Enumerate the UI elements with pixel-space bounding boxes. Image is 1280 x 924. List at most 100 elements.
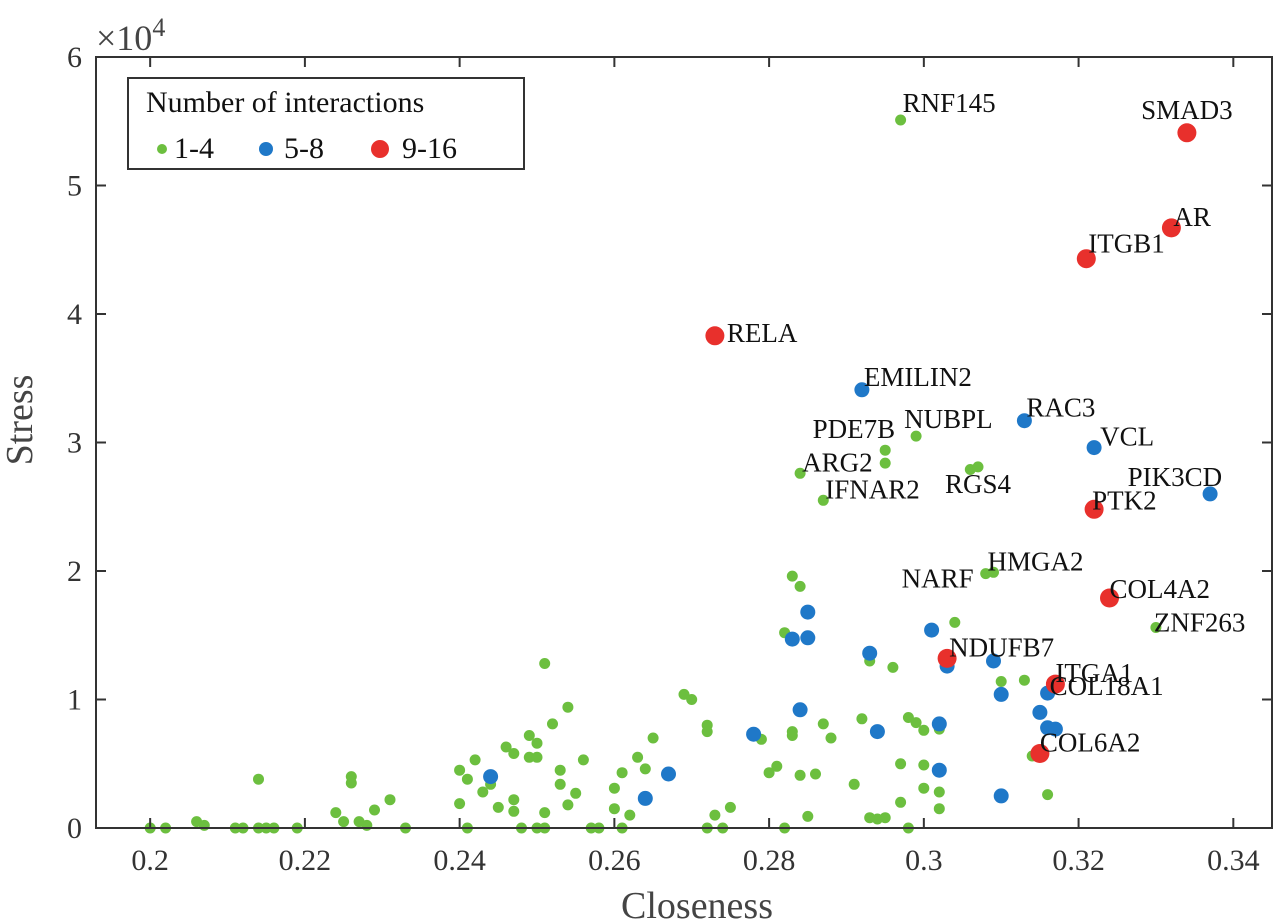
point-label-hmga2: HMGA2 xyxy=(988,546,1084,576)
data-point-1-4 xyxy=(330,807,342,819)
data-point-1-4 xyxy=(508,748,520,759)
data-point-1-4 xyxy=(910,430,922,442)
data-point-5-8 xyxy=(862,645,878,661)
data-point-5-8 xyxy=(784,631,800,647)
data-point-1-4 xyxy=(345,771,357,783)
data-point-1-4 xyxy=(794,580,806,592)
data-point-1-4 xyxy=(879,444,891,456)
data-points xyxy=(144,114,1218,834)
data-point-1-4 xyxy=(786,570,798,582)
data-point-1-4 xyxy=(1150,622,1162,633)
data-point-9-16 xyxy=(1030,744,1050,763)
data-point-1-4 xyxy=(577,754,589,766)
data-point-1-4 xyxy=(817,494,829,506)
data-point-1-4 xyxy=(949,616,961,628)
data-point-1-4 xyxy=(933,786,945,798)
data-point-1-4 xyxy=(361,819,373,831)
data-point-1-4 xyxy=(825,732,837,744)
data-point-1-4 xyxy=(701,726,713,738)
data-point-1-4 xyxy=(879,457,891,469)
data-point-1-4 xyxy=(369,804,380,816)
x-axis-label: Closeness xyxy=(621,885,773,924)
point-label-smad3: SMAD3 xyxy=(1141,95,1233,125)
data-point-1-4 xyxy=(461,773,473,785)
data-point-1-4 xyxy=(879,812,891,824)
data-point-5-8 xyxy=(1086,440,1102,456)
legend-marker-9-16 xyxy=(371,140,389,158)
legend-box xyxy=(127,77,525,170)
data-point-1-4 xyxy=(477,786,489,798)
data-point-1-4 xyxy=(384,794,396,806)
point-label-arg2: ARG2 xyxy=(802,447,873,477)
legend: Number of interactions 1-4 5-8 9-16 xyxy=(127,77,525,170)
point-label-pik3cd: PIK3CD xyxy=(1128,462,1223,492)
x-tick-label: 0.28 xyxy=(743,844,796,877)
data-point-5-8 xyxy=(931,762,947,778)
data-point-1-4 xyxy=(562,799,574,811)
data-point-1-4 xyxy=(608,782,620,794)
data-point-1-4 xyxy=(608,803,620,815)
y-multiplier: ×104 xyxy=(96,13,165,58)
data-point-1-4 xyxy=(531,737,543,749)
data-point-1-4 xyxy=(508,794,520,806)
data-point-1-4 xyxy=(810,768,821,780)
point-label-ndufb7: NDUFB7 xyxy=(949,632,1054,662)
data-point-1-4 xyxy=(918,724,930,736)
legend-title: Number of interactions xyxy=(146,86,424,119)
data-point-1-4 xyxy=(531,751,543,763)
y-tick-label: 1 xyxy=(67,684,82,717)
data-point-1-4 xyxy=(547,718,558,730)
data-point-1-4 xyxy=(786,726,798,738)
data-point-1-4 xyxy=(848,778,860,790)
data-point-5-8 xyxy=(661,766,676,782)
data-point-1-4 xyxy=(709,809,721,821)
data-point-1-4 xyxy=(1018,674,1030,686)
point-label-rnf145: RNF145 xyxy=(903,88,996,118)
data-point-1-4 xyxy=(454,798,466,810)
y-tick-label: 2 xyxy=(67,555,82,588)
data-point-1-4 xyxy=(500,741,512,753)
data-point-1-4 xyxy=(763,767,775,779)
point-label-ifnar2: IFNAR2 xyxy=(825,474,920,504)
data-point-1-4 xyxy=(253,773,264,785)
data-point-1-4 xyxy=(523,730,535,741)
data-point-5-8 xyxy=(1032,704,1048,720)
data-point-1-4 xyxy=(616,767,628,779)
point-label-itga1: ITGA1 xyxy=(1055,658,1133,688)
data-point-1-4 xyxy=(539,807,551,819)
data-point-5-8 xyxy=(800,630,816,646)
data-point-5-8 xyxy=(800,604,816,620)
point-labels: RNF145 SMAD3 AR ITGB1 RELA EMILIN2 RAC3 NUBPL PD… xyxy=(727,88,1246,758)
legend-marker-5-8 xyxy=(259,142,273,156)
data-point-9-16 xyxy=(1076,249,1096,269)
x-tick-label: 0.2 xyxy=(131,844,169,877)
data-point-5-8 xyxy=(993,788,1009,804)
data-point-5-8 xyxy=(924,622,940,638)
point-label-nubpl: NUBPL xyxy=(904,404,993,434)
data-point-1-4 xyxy=(933,803,945,815)
y-tick-label: 4 xyxy=(67,298,82,331)
data-point-1-4 xyxy=(632,751,644,763)
data-point-1-4 xyxy=(624,809,636,821)
point-label-ptk2: PTK2 xyxy=(1092,485,1157,515)
data-point-1-4 xyxy=(910,717,922,729)
data-point-9-16 xyxy=(1177,123,1197,143)
data-point-1-4 xyxy=(887,661,899,673)
legend-label-9-16: 9-16 xyxy=(402,132,457,165)
data-point-5-8 xyxy=(792,702,808,718)
data-point-1-4 xyxy=(454,764,466,776)
data-point-1-4 xyxy=(817,718,829,730)
point-label-itgb1: ITGB1 xyxy=(1088,229,1165,259)
data-point-1-4 xyxy=(492,801,504,813)
x-tick-label: 0.22 xyxy=(279,844,332,877)
x-tick-label: 0.3 xyxy=(905,844,943,877)
data-point-1-4 xyxy=(554,778,566,790)
point-label-col6a2: COL6A2 xyxy=(1040,728,1141,758)
legend-label-1-4: 1-4 xyxy=(174,132,214,165)
data-point-1-4 xyxy=(918,782,930,794)
data-point-5-8 xyxy=(854,382,870,398)
data-point-1-4 xyxy=(639,763,651,775)
point-label-ar: AR xyxy=(1173,202,1211,232)
legend-marker-1-4 xyxy=(157,144,167,154)
